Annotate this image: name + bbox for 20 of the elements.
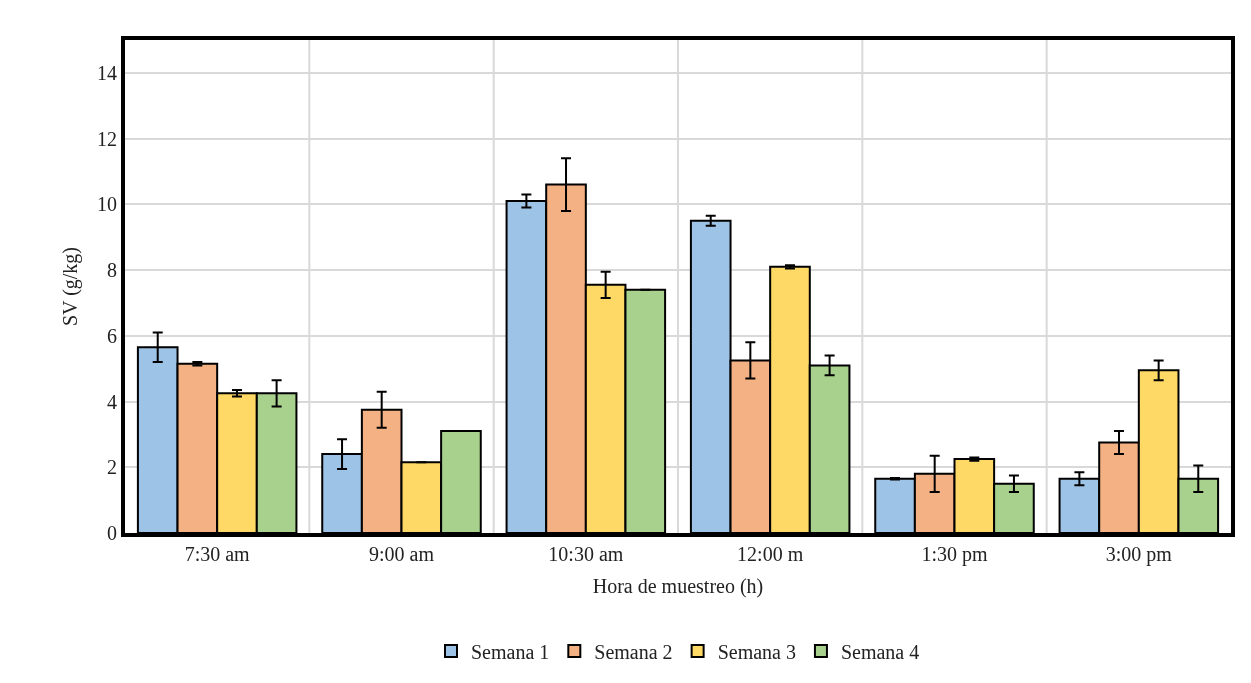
- y-tick-label: 2: [107, 456, 117, 479]
- y-tick-label: 14: [97, 61, 117, 84]
- y-tick-label: 10: [97, 193, 117, 216]
- x-tick-label: 9:00 am: [369, 543, 435, 565]
- x-tick-label: 3:00 pm: [1105, 543, 1173, 566]
- x-tick-label: 12:00 m: [737, 543, 804, 565]
- x-tick-label: 1:30 pm: [921, 543, 988, 566]
- y-tick-label: 0: [107, 522, 117, 544]
- legend-label: Semana 4: [840, 640, 920, 663]
- y-tick-label: 4: [107, 390, 117, 413]
- y-axis-title: SV (g/kg): [59, 246, 82, 327]
- legend-label: Semana 2: [594, 640, 673, 663]
- legend-label: Semana 1: [471, 640, 550, 663]
- x-tick-label: 7:30 am: [184, 543, 251, 565]
- x-axis-title: Hora de muestreo (h): [592, 575, 764, 598]
- y-tick-label: 12: [97, 127, 117, 150]
- x-tick-label: 10:30 am: [548, 543, 624, 565]
- legend-label: Semana 3: [717, 640, 796, 663]
- y-tick-label: 8: [107, 259, 117, 282]
- y-tick-label: 6: [107, 324, 117, 347]
